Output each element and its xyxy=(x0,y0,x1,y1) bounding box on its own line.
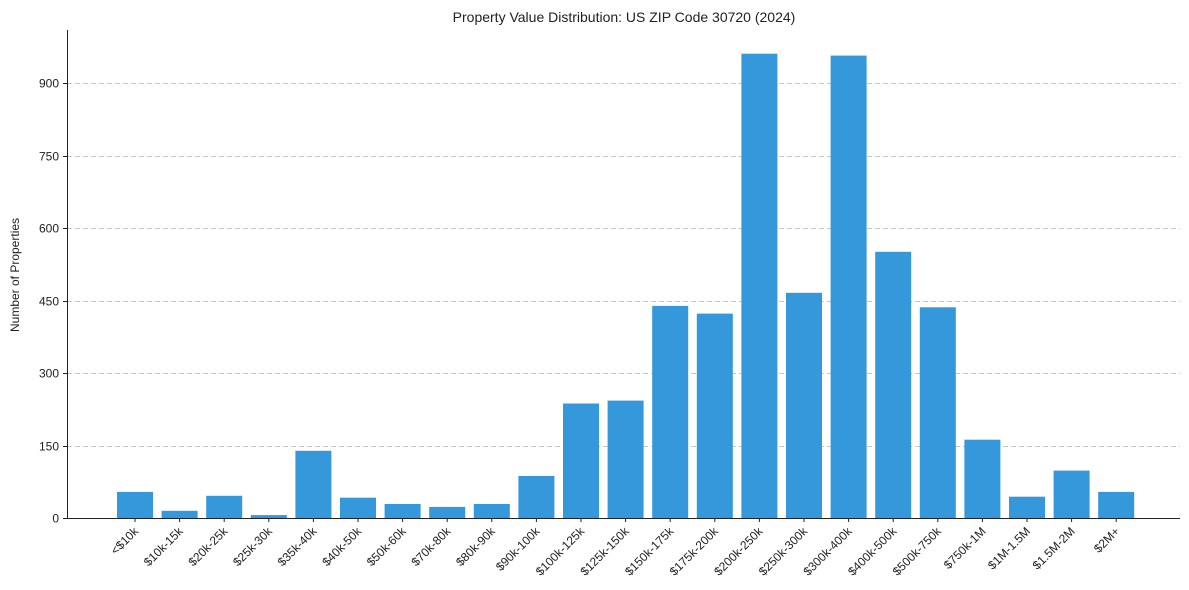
bar xyxy=(340,497,376,518)
y-axis-ticks: 0 150 300 450 600 750 900 xyxy=(39,77,67,526)
bar xyxy=(696,313,733,518)
bar xyxy=(518,476,555,518)
bar xyxy=(875,251,912,519)
x-tick-label: $25k-30k xyxy=(230,524,276,570)
bar xyxy=(295,450,332,518)
bar xyxy=(607,400,644,518)
bars xyxy=(117,53,1135,519)
y-axis-title: Number of Properties xyxy=(8,218,22,332)
y-tick-label: 600 xyxy=(39,222,59,236)
y-tick-label: 0 xyxy=(52,512,59,526)
x-tick-label: $70k-80k xyxy=(409,524,455,570)
bar xyxy=(1053,470,1090,518)
x-tick-label: $40k-50k xyxy=(319,524,365,570)
bar xyxy=(250,515,287,518)
y-tick-label: 900 xyxy=(39,77,59,91)
x-tick-label: $50k-60k xyxy=(364,524,410,570)
bar xyxy=(117,491,153,518)
bar xyxy=(206,495,243,518)
bar xyxy=(964,439,1001,518)
bar xyxy=(1098,491,1135,518)
x-tick-label: $1M-1.5M xyxy=(985,524,1033,572)
x-tick-label: $10k-15k xyxy=(141,524,187,570)
x-tick-label: $750k-1M xyxy=(941,524,989,572)
chart-title: Property Value Distribution: US ZIP Code… xyxy=(453,9,796,25)
x-tick-label: $1.5M-2M xyxy=(1030,524,1078,572)
bar xyxy=(786,292,822,518)
y-tick-label: 450 xyxy=(39,295,59,309)
bar xyxy=(652,305,689,518)
bar xyxy=(1009,496,1045,518)
x-axis-ticks: <$10k $10k-15k $20k-25k $25k-30k $35k-40k $40… xyxy=(108,518,1122,578)
gridlines xyxy=(67,83,1180,447)
bar xyxy=(741,53,778,518)
bar xyxy=(830,55,867,518)
bar xyxy=(161,510,198,518)
y-tick-label: 750 xyxy=(39,150,59,164)
bar xyxy=(919,307,956,518)
bar xyxy=(473,504,510,518)
y-tick-label: 300 xyxy=(39,367,59,381)
bar xyxy=(384,504,421,518)
x-tick-label: $2M+ xyxy=(1091,524,1122,555)
bar xyxy=(563,403,599,518)
x-tick-label: $20k-25k xyxy=(186,524,232,570)
x-tick-label: $35k-40k xyxy=(275,524,321,570)
x-tick-label: <$10k xyxy=(108,524,142,558)
y-tick-label: 150 xyxy=(39,440,59,454)
bar xyxy=(429,506,466,518)
x-tick-label: $500k-750k xyxy=(890,524,945,579)
x-tick-label: $80k-90k xyxy=(453,524,499,570)
